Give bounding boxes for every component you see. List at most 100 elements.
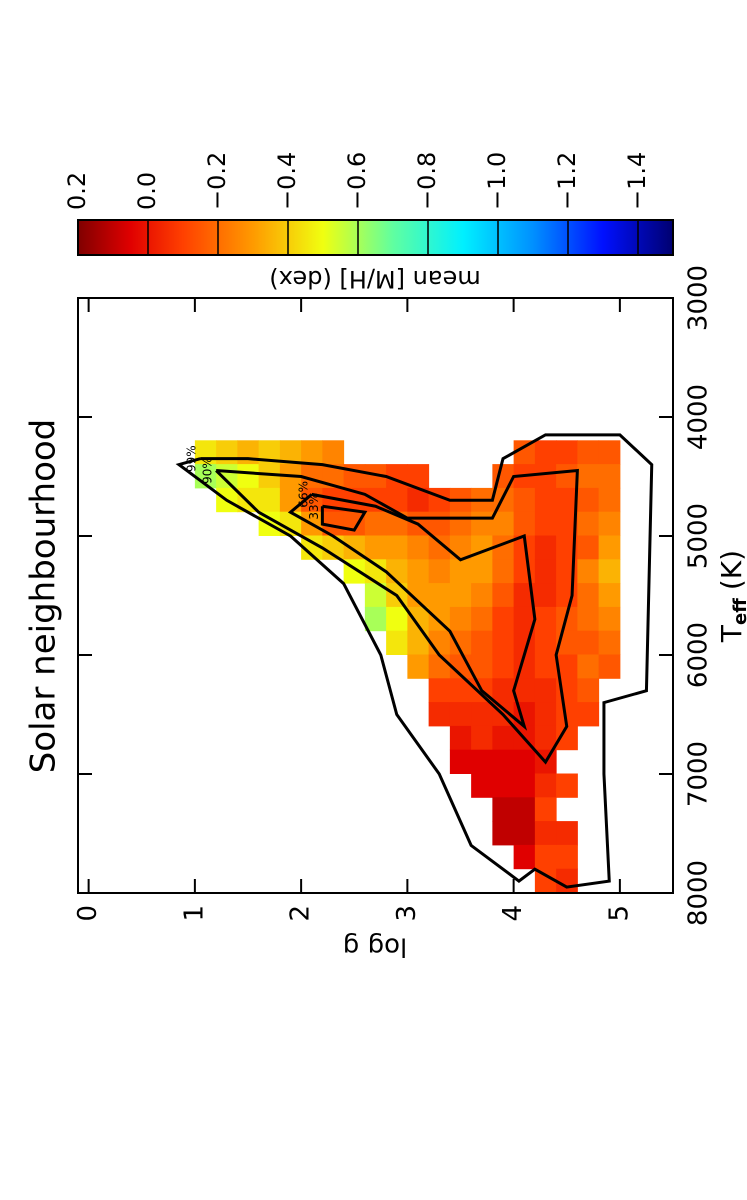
heatmap-cell bbox=[471, 750, 493, 774]
heatmap-cell bbox=[556, 869, 578, 893]
x-axis-label: Teff(K) bbox=[715, 550, 747, 643]
heatmap-cell bbox=[365, 536, 387, 560]
colorbar-tick-label: −0.8 bbox=[413, 152, 441, 210]
heatmap-cell bbox=[450, 726, 472, 750]
heatmap-cell bbox=[599, 583, 621, 607]
heatmap-cell bbox=[599, 512, 621, 536]
heatmap-cell bbox=[471, 774, 493, 798]
heatmap-cell bbox=[556, 845, 578, 869]
colorbar-tick-label: −0.4 bbox=[273, 152, 301, 210]
heatmap-cell bbox=[535, 845, 557, 869]
heatmap-cell bbox=[535, 583, 557, 607]
heatmap-cell bbox=[514, 559, 536, 583]
heatmap-cell bbox=[471, 631, 493, 655]
heatmap-cell bbox=[471, 559, 493, 583]
heatmap-cell bbox=[535, 774, 557, 798]
heatmap-cell bbox=[429, 512, 451, 536]
heatmap-cell bbox=[492, 797, 514, 821]
y-axis-label: log g bbox=[343, 932, 407, 962]
y-tick-label: 4 bbox=[498, 905, 528, 922]
heatmap-cell bbox=[577, 702, 599, 726]
heatmap-cell bbox=[535, 440, 557, 464]
x-tick-label: 4000 bbox=[684, 384, 714, 450]
heatmap-cell bbox=[535, 631, 557, 655]
heatmap-cell bbox=[599, 607, 621, 631]
heatmap-cell bbox=[599, 488, 621, 512]
heatmap-cell bbox=[429, 583, 451, 607]
heatmap-cell bbox=[450, 583, 472, 607]
x-tick-label: 8000 bbox=[684, 860, 714, 926]
heatmap-cell bbox=[471, 726, 493, 750]
chart-body: Solar neighbourhood log g mean [M/H] (de… bbox=[24, 152, 747, 962]
heatmap-cell bbox=[556, 774, 578, 798]
heatmap-cell bbox=[577, 464, 599, 488]
heatmap-cell bbox=[599, 631, 621, 655]
x-axis-label-main: T bbox=[715, 624, 747, 643]
heatmap-cell bbox=[386, 536, 408, 560]
heatmap-cell bbox=[599, 464, 621, 488]
heatmap-cell bbox=[556, 464, 578, 488]
colorbar-label: mean [M/H] (dex) bbox=[269, 265, 480, 293]
chart-title: Solar neighbourhood bbox=[24, 419, 64, 774]
heatmap-cell bbox=[450, 702, 472, 726]
heatmap-cell bbox=[577, 583, 599, 607]
contour-label: 90% bbox=[201, 457, 215, 484]
contour-label: 33% bbox=[307, 493, 321, 520]
colorbar-tick-label: −1.4 bbox=[623, 152, 651, 210]
heatmap-cell bbox=[471, 702, 493, 726]
heatmap-cell bbox=[322, 440, 344, 464]
heatmap-cell bbox=[577, 512, 599, 536]
heatmap-cell bbox=[535, 607, 557, 631]
contour-label: 99% bbox=[185, 445, 199, 472]
heatmap-cell bbox=[577, 559, 599, 583]
heatmap-cell bbox=[577, 655, 599, 679]
heatmap-cell bbox=[429, 702, 451, 726]
colorbar bbox=[78, 220, 673, 255]
y-tick-label: 5 bbox=[604, 905, 634, 922]
heatmap-cell bbox=[429, 655, 451, 679]
heatmap-cell bbox=[216, 464, 238, 488]
heatmap-cell bbox=[577, 607, 599, 631]
colorbar-tick-label: −1.2 bbox=[553, 152, 581, 210]
heatmap-cell bbox=[599, 440, 621, 464]
y-tick-label: 1 bbox=[179, 905, 209, 922]
heatmap-cell bbox=[556, 821, 578, 845]
heatmap-cell bbox=[514, 821, 536, 845]
heatmap-cell bbox=[514, 488, 536, 512]
heatmap-cell bbox=[514, 750, 536, 774]
heatmap-cell bbox=[577, 536, 599, 560]
colorbar-tick-label: 0.0 bbox=[133, 172, 161, 210]
heatmap-cell bbox=[514, 774, 536, 798]
heatmap-cell bbox=[535, 488, 557, 512]
heatmap-cell bbox=[492, 774, 514, 798]
heatmap-cell bbox=[599, 559, 621, 583]
y-tick-label: 3 bbox=[392, 905, 422, 922]
x-tick-label: 7000 bbox=[684, 741, 714, 807]
heatmap-cell bbox=[535, 464, 557, 488]
heatmap-cell bbox=[492, 750, 514, 774]
heatmap-cell bbox=[577, 488, 599, 512]
heatmap-cell bbox=[492, 583, 514, 607]
heatmap-cell bbox=[599, 536, 621, 560]
heatmap-cell bbox=[407, 536, 429, 560]
heatmap-cell bbox=[492, 678, 514, 702]
heatmap-cell bbox=[450, 559, 472, 583]
heatmap-cell bbox=[514, 797, 536, 821]
heatmap-cell bbox=[450, 607, 472, 631]
heatmap-cell bbox=[492, 559, 514, 583]
x-tick-label: 6000 bbox=[684, 622, 714, 688]
heatmap-cell bbox=[407, 559, 429, 583]
heatmap-cell bbox=[429, 559, 451, 583]
heatmap-cell bbox=[535, 655, 557, 679]
heatmap-cell bbox=[556, 583, 578, 607]
heatmap-cell bbox=[429, 678, 451, 702]
heatmap-cell bbox=[492, 631, 514, 655]
heatmap-cell bbox=[535, 797, 557, 821]
colorbar-tick-label: −1.0 bbox=[483, 152, 511, 210]
x-axis-label-unit: (K) bbox=[715, 550, 747, 590]
heatmap-cell bbox=[365, 512, 387, 536]
heatmap-cell bbox=[492, 655, 514, 679]
heatmap-cell bbox=[577, 440, 599, 464]
